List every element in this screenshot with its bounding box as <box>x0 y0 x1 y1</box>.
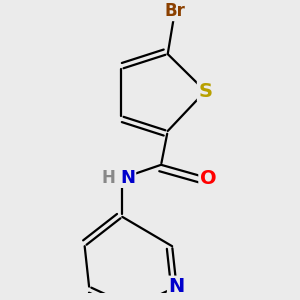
Text: H: H <box>101 169 116 187</box>
Text: Br: Br <box>164 2 185 20</box>
Text: O: O <box>200 169 217 188</box>
Text: N: N <box>169 277 185 296</box>
Text: S: S <box>198 82 212 101</box>
Text: N: N <box>120 169 135 187</box>
